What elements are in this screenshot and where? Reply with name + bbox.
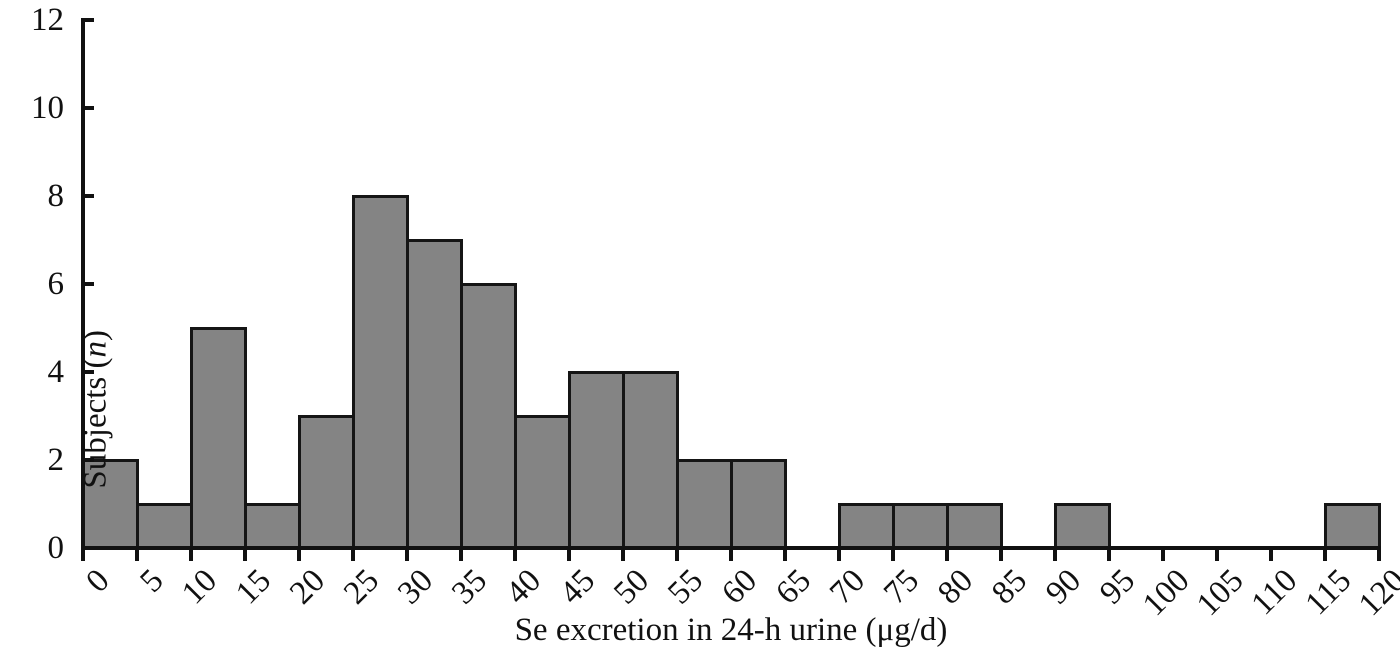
x-axis-tick <box>1323 549 1327 561</box>
x-axis-tick <box>297 549 301 561</box>
y-axis-tick <box>84 194 94 198</box>
histogram-bar <box>405 238 463 550</box>
x-tick-label: 70 <box>823 562 873 612</box>
x-axis-tick <box>1053 549 1057 561</box>
histogram-bar <box>513 414 571 550</box>
x-axis-tick <box>675 549 679 561</box>
histogram-bar <box>189 326 247 550</box>
histogram-bar <box>1323 502 1381 550</box>
x-axis-tick <box>567 549 571 561</box>
x-axis-tick <box>189 549 193 561</box>
y-axis-spine <box>81 18 85 550</box>
x-tick-label: 50 <box>607 562 657 612</box>
x-axis-tick <box>621 549 625 561</box>
x-tick-label: 80 <box>931 562 981 612</box>
x-tick-label: 65 <box>769 562 819 612</box>
x-tick-label: 75 <box>877 562 927 612</box>
y-axis-title: Subjects (n) <box>77 330 113 489</box>
x-axis-tick <box>837 549 841 561</box>
x-axis-spine <box>81 546 1381 550</box>
y-axis-tick <box>84 282 94 286</box>
x-axis-tick <box>1107 549 1111 561</box>
x-tick-label: 5 <box>132 562 171 600</box>
histogram-bar <box>243 502 301 550</box>
x-tick-label: 25 <box>337 562 387 612</box>
y-axis-tick <box>84 18 94 22</box>
histogram-bar <box>567 370 625 550</box>
y-tick-label: 6 <box>47 266 65 302</box>
histogram-bar <box>837 502 895 550</box>
y-tick-label: 12 <box>31 2 64 38</box>
histogram-bar <box>891 502 949 550</box>
x-axis-tick <box>1215 549 1219 561</box>
x-axis-tick <box>1161 549 1165 561</box>
y-tick-label: 4 <box>47 354 65 390</box>
x-axis-tick <box>729 549 733 561</box>
x-tick-label: 60 <box>715 562 765 612</box>
y-axis-title-suffix: ) <box>77 330 114 341</box>
x-axis-tick <box>459 549 463 561</box>
histogram-bar <box>297 414 355 550</box>
histogram-bar <box>945 502 1003 550</box>
x-axis-tick <box>1269 549 1273 561</box>
x-tick-label: 40 <box>499 562 549 612</box>
y-axis-title-prefix: Subjects ( <box>77 357 114 489</box>
y-tick-label: 10 <box>31 90 64 126</box>
x-axis-tick <box>783 549 787 561</box>
x-axis-tick <box>135 549 139 561</box>
x-axis-tick <box>243 549 247 561</box>
x-tick-label: 20 <box>283 562 333 612</box>
y-axis-title-symbol: n <box>77 341 114 358</box>
x-tick-label: 30 <box>391 562 441 612</box>
histogram-bar <box>351 194 409 550</box>
x-tick-label: 55 <box>661 562 711 612</box>
x-axis-tick <box>945 549 949 561</box>
x-tick-label: 15 <box>229 562 279 612</box>
x-tick-label: 95 <box>1093 562 1143 612</box>
y-axis-tick <box>84 546 94 550</box>
y-tick-label: 8 <box>47 178 65 214</box>
histogram-bar <box>135 502 193 550</box>
histogram-bar <box>675 458 733 550</box>
x-axis-tick <box>81 549 85 561</box>
x-axis-tick <box>1377 549 1381 561</box>
y-axis-tick <box>84 370 94 374</box>
x-tick-label: 45 <box>553 562 603 612</box>
x-axis-tick <box>891 549 895 561</box>
histogram-bar <box>729 458 787 550</box>
x-tick-label: 0 <box>78 562 117 600</box>
x-axis-tick <box>405 549 409 561</box>
y-tick-label: 2 <box>47 442 65 478</box>
x-axis-tick <box>999 549 1003 561</box>
x-tick-label: 85 <box>985 562 1035 612</box>
y-axis-tick <box>84 458 94 462</box>
y-axis-tick <box>84 106 94 110</box>
x-axis-tick <box>351 549 355 561</box>
x-axis-title: Se excretion in 24-h urine (μg/d) <box>514 612 948 648</box>
histogram-bar <box>1053 502 1111 550</box>
x-tick-label: 10 <box>175 562 225 612</box>
x-tick-label: 90 <box>1039 562 1089 612</box>
histogram-bar <box>621 370 679 550</box>
histogram-bar <box>459 282 517 550</box>
x-axis-tick <box>513 549 517 561</box>
y-tick-label: 0 <box>47 530 65 566</box>
x-tick-label: 35 <box>445 562 495 612</box>
